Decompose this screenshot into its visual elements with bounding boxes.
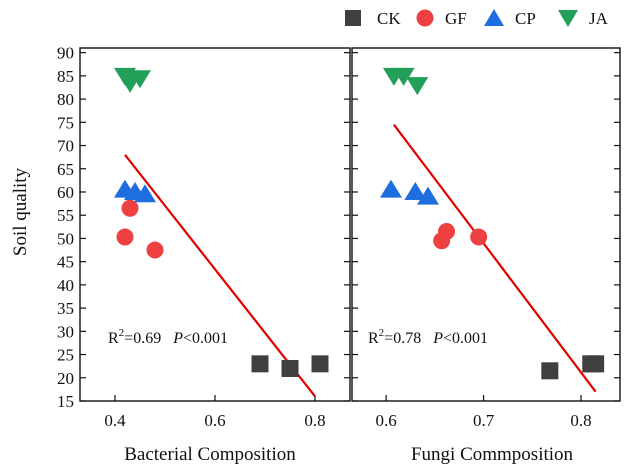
- point-gf: [116, 228, 134, 246]
- fit-line: [124, 154, 316, 398]
- y-tick-label: 60: [57, 183, 74, 202]
- y-tick-label: 80: [57, 90, 74, 109]
- point-ja: [129, 70, 151, 89]
- r2-prefix: R: [368, 330, 379, 347]
- legend-item-ja: JA: [558, 9, 609, 28]
- stat-annotation: R2=0.78 P<0.001: [368, 327, 488, 347]
- p-value: <0.001: [443, 330, 488, 347]
- legend-label-ck: CK: [377, 9, 401, 28]
- r2-value: =0.69: [124, 330, 161, 347]
- y-axis: 15 20 25 30 35 40 45 50 55 60 65 70 75 80 85 90: [57, 44, 350, 411]
- plot-frame: [79, 47, 351, 402]
- fit-layer: [124, 154, 316, 398]
- legend: CK GF CP JA: [345, 9, 609, 28]
- point-cp: [134, 184, 156, 203]
- points-layer: [114, 67, 329, 377]
- x-tick-label: 0.6: [375, 411, 396, 430]
- x-tick-label: 0.8: [304, 411, 325, 430]
- x-axis-label-fungi: Fungi Commposition: [411, 444, 574, 465]
- point-gf: [438, 222, 456, 240]
- p-label: P: [172, 330, 183, 347]
- point-ck: [587, 355, 605, 373]
- y-tick-label: 20: [57, 369, 74, 388]
- y-tick-label: 35: [57, 299, 74, 318]
- r2-superscript: 2: [379, 327, 385, 339]
- point-ck: [541, 362, 559, 380]
- y-tick-label: 75: [57, 113, 74, 132]
- y-tick-label: 40: [57, 276, 74, 295]
- y-tick-label: 45: [57, 253, 74, 272]
- y-tick-label: 50: [57, 229, 74, 248]
- x-tick-label: 0.6: [204, 411, 225, 430]
- legend-label-cp: CP: [515, 9, 536, 28]
- y-tick-label: 65: [57, 160, 74, 179]
- y-tick-label: 15: [57, 392, 74, 411]
- point-cp: [379, 179, 402, 198]
- y-tick-label: 85: [57, 67, 74, 86]
- y-tick-label: 90: [57, 44, 74, 63]
- legend-item-ck: CK: [345, 9, 401, 28]
- legend-label-gf: GF: [445, 9, 467, 28]
- point-gf: [470, 228, 488, 246]
- y-tick-label: 55: [57, 206, 74, 225]
- point-cp: [417, 186, 440, 205]
- legend-marker-ck: [345, 10, 361, 26]
- y-axis-label: Soil quality: [10, 167, 31, 256]
- point-ck: [281, 359, 299, 377]
- point-gf: [121, 199, 139, 217]
- x-tick-label: 0.7: [473, 411, 495, 430]
- point-ck: [251, 355, 269, 373]
- r2-superscript: 2: [119, 327, 125, 339]
- r2-value: =0.78: [384, 330, 421, 347]
- points-layer: [379, 67, 605, 380]
- legend-marker-cp: [484, 9, 504, 26]
- x-axis: 0.6 0.7 0.8: [375, 395, 592, 430]
- point-gf: [146, 241, 164, 259]
- legend-marker-ja: [558, 10, 578, 27]
- point-cp: [404, 181, 427, 200]
- legend-item-cp: CP: [484, 9, 536, 28]
- y-tick-label: 70: [57, 137, 74, 156]
- x-axis-label-bacterial: Bacterial Composition: [124, 444, 296, 465]
- x-axis: 0.4 0.6 0.8: [104, 395, 326, 430]
- legend-label-ja: JA: [589, 9, 609, 28]
- x-tick-label: 0.4: [104, 411, 126, 430]
- panel-fungi: 0.6 0.7 0.8 R2=0.78 P<0.001 Fungi Commposit…: [351, 47, 621, 465]
- x-tick-label: 0.8: [570, 411, 591, 430]
- legend-item-gf: GF: [416, 9, 467, 28]
- point-ja: [406, 77, 429, 96]
- y-axis: [352, 52, 620, 402]
- stat-annotation: R2=0.69 P<0.001: [108, 327, 228, 347]
- r2-prefix: R: [108, 330, 119, 347]
- p-value: <0.001: [183, 330, 228, 347]
- p-label: P: [432, 330, 443, 347]
- point-ja: [392, 67, 415, 86]
- fit-layer: [393, 123, 597, 393]
- legend-marker-gf: [416, 9, 434, 27]
- y-tick-label: 25: [57, 346, 74, 365]
- point-ck: [311, 355, 329, 373]
- y-tick-label: 30: [57, 322, 74, 341]
- fit-line: [393, 123, 597, 393]
- plot-frame: [351, 47, 621, 402]
